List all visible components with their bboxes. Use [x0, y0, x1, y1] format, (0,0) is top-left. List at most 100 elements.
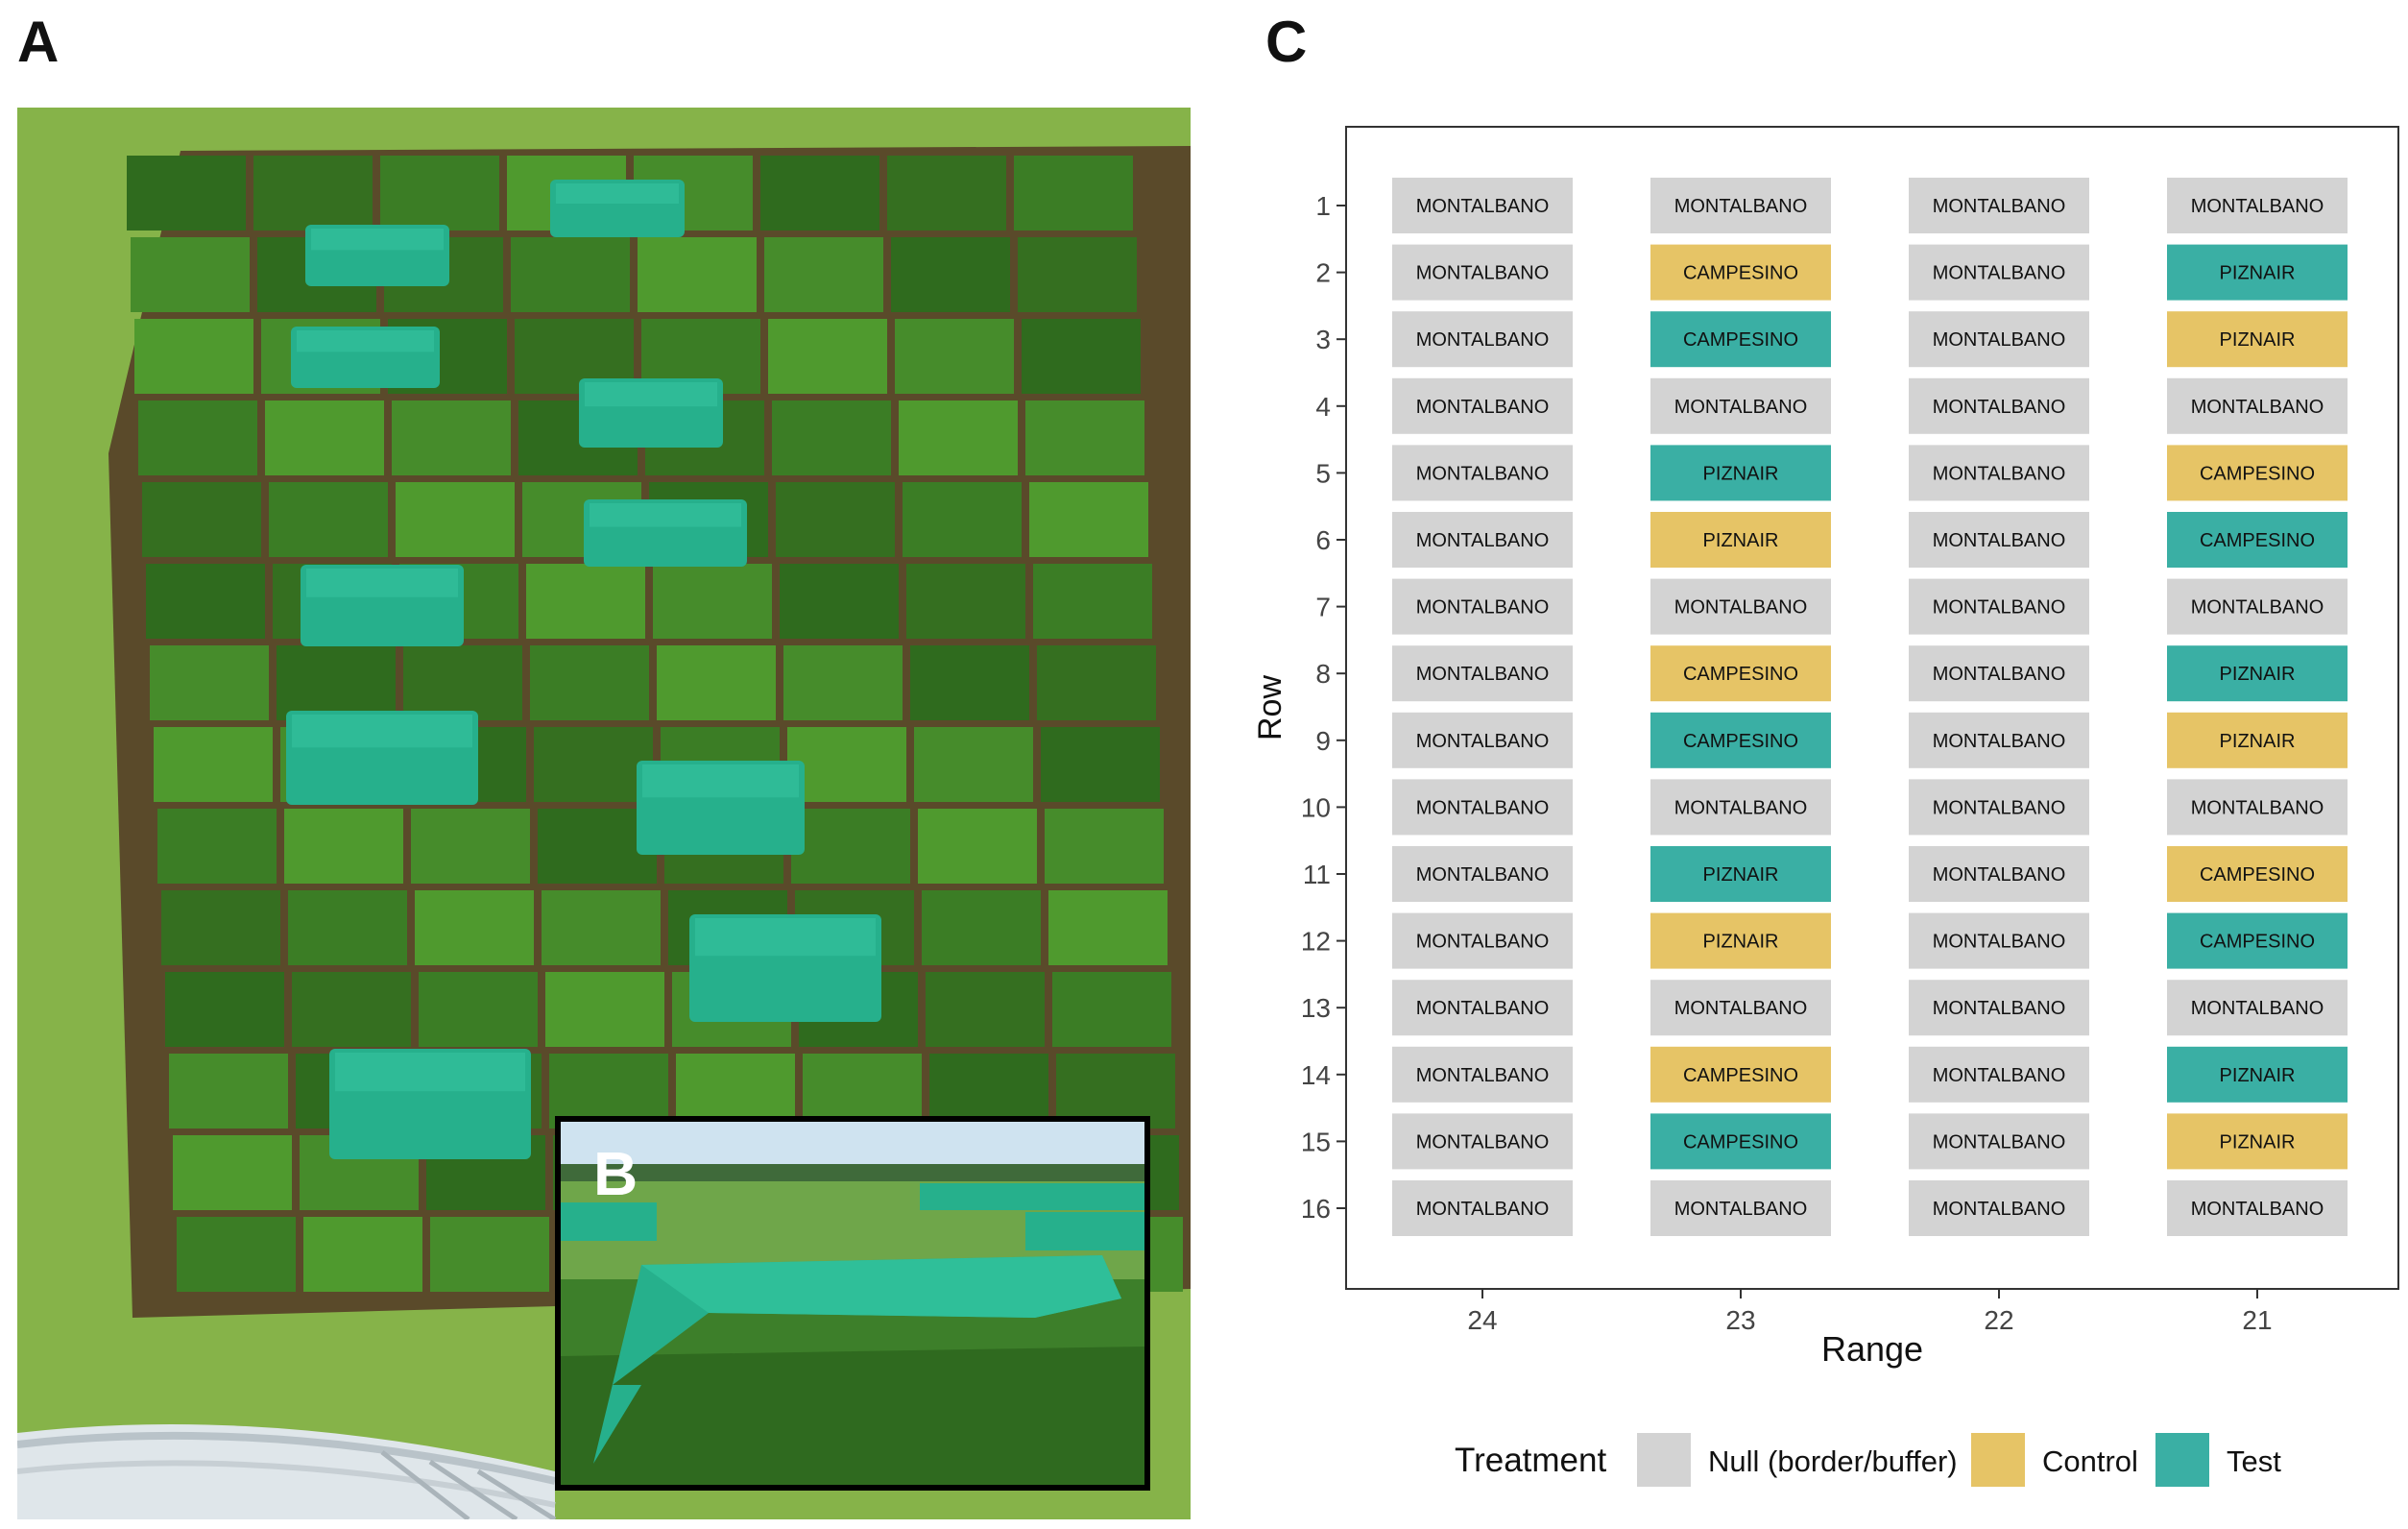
- layout-cell-r10-range24: [1392, 779, 1573, 836]
- wheat-plot: [150, 645, 269, 720]
- wheat-plot: [657, 645, 776, 720]
- wheat-plot: [1022, 319, 1141, 394]
- layout-cell-r16-range22: [1909, 1180, 2089, 1236]
- panel-c-label: C: [1265, 10, 1308, 74]
- wheat-plot: [303, 1217, 422, 1292]
- layout-cell-r3-range22: [1909, 311, 2089, 368]
- wheat-plot: [1037, 645, 1156, 720]
- layout-cell-r13-range21: [2167, 980, 2348, 1036]
- wheat-plot: [772, 400, 891, 475]
- x-tick-label-21: 21: [2242, 1305, 2272, 1335]
- cell-label-r8-range24: MONTALBANO: [1416, 664, 1550, 685]
- wheat-plot: [1041, 727, 1160, 802]
- wheat-plot: [653, 564, 772, 639]
- wheat-plot: [1014, 156, 1133, 231]
- wheat-plot: [764, 237, 883, 312]
- wheat-plot: [134, 319, 253, 394]
- y-tick-label-15: 15: [1301, 1127, 1331, 1156]
- cell-label-r3-range23: CAMPESINO: [1683, 329, 1798, 351]
- wheat-plot: [1048, 890, 1168, 965]
- layout-cell-r2-range22: [1909, 244, 2089, 301]
- wheat-plot: [169, 1054, 288, 1129]
- layout-cell-r7-range23: [1650, 578, 1831, 635]
- wheat-plot: [903, 482, 1022, 557]
- layout-cell-r15-range23: [1650, 1113, 1831, 1170]
- x-axis-title: Range: [1821, 1329, 1923, 1369]
- cell-label-r3-range24: MONTALBANO: [1416, 329, 1550, 351]
- wheat-plot: [173, 1135, 292, 1210]
- y-tick-label-7: 7: [1315, 593, 1331, 622]
- wheat-plot: [269, 482, 388, 557]
- trial-layout-chart: MONTALBANO MONTALBANO MONTALBANO MONTALBANO…: [1252, 126, 2399, 1487]
- layout-cell-r1-range21: [2167, 178, 2348, 233]
- layout-cell-r12-range23: [1650, 912, 1831, 969]
- cell-label-r6-range24: MONTALBANO: [1416, 530, 1550, 551]
- layout-cell-r2-range24: [1392, 244, 1573, 301]
- wheat-plot: [277, 645, 396, 720]
- wheat-plot: [906, 564, 1025, 639]
- layout-cell-r5-range21: [2167, 445, 2348, 501]
- layout-cell-r11-range21: [2167, 846, 2348, 902]
- wheat-plot: [1052, 972, 1171, 1047]
- legend-label-control: Control: [2042, 1444, 2138, 1478]
- x-axis: 24 23 22 21: [1467, 1289, 2273, 1335]
- layout-cell-r16-range23: [1650, 1180, 1831, 1236]
- layout-cell-r8-range23: [1650, 645, 1831, 702]
- cell-label-r9-range24: MONTALBANO: [1416, 731, 1550, 752]
- wheat-plot: [138, 400, 257, 475]
- cell-label-r2-range22: MONTALBANO: [1933, 263, 2066, 284]
- wheat-plot: [511, 237, 630, 312]
- cell-label-r5-range24: MONTALBANO: [1416, 463, 1550, 484]
- cell-label-r15-range21: PIZNAIR: [2220, 1131, 2296, 1153]
- layout-cell-r11-range23: [1650, 846, 1831, 902]
- cell-label-r15-range23: CAMPESINO: [1683, 1131, 1798, 1153]
- chart-cells: MONTALBANO MONTALBANO MONTALBANO MONTALBANO…: [1392, 178, 2348, 1236]
- layout-cell-r9-range23: [1650, 712, 1831, 768]
- cell-label-r7-range22: MONTALBANO: [1933, 597, 2066, 619]
- layout-cell-r7-range22: [1909, 578, 2089, 635]
- cell-label-r13-range22: MONTALBANO: [1933, 998, 2066, 1019]
- y-tick-label-14: 14: [1301, 1060, 1331, 1090]
- cell-label-r5-range21: CAMPESINO: [2200, 463, 2315, 484]
- cell-label-r16-range23: MONTALBANO: [1674, 1199, 1808, 1220]
- cell-label-r6-range22: MONTALBANO: [1933, 530, 2066, 551]
- shade-cover-highlight: [306, 569, 458, 597]
- shade-cover-highlight: [585, 382, 717, 407]
- wheat-plot: [530, 645, 649, 720]
- layout-cell-r4-range23: [1650, 377, 1831, 434]
- layout-cell-r10-range23: [1650, 779, 1831, 836]
- layout-cell-r16-range24: [1392, 1180, 1573, 1236]
- wheat-plot: [419, 972, 538, 1047]
- inset-photo-b: B: [555, 1116, 1150, 1491]
- cell-label-r8-range23: CAMPESINO: [1683, 664, 1798, 685]
- cell-label-r12-range24: MONTALBANO: [1416, 932, 1550, 953]
- layout-cell-r4-range22: [1909, 377, 2089, 434]
- panel-b-label: B: [593, 1139, 638, 1208]
- cell-label-r9-range21: PIZNAIR: [2220, 731, 2296, 752]
- cell-label-r1-range24: MONTALBANO: [1416, 196, 1550, 217]
- layout-cell-r15-range21: [2167, 1113, 2348, 1170]
- shade-cover-highlight: [292, 715, 472, 748]
- shade-cover-highlight: [590, 503, 741, 527]
- layout-cell-r14-range23: [1650, 1046, 1831, 1103]
- layout-cell-r8-range22: [1909, 645, 2089, 702]
- cell-label-r9-range22: MONTALBANO: [1933, 731, 2066, 752]
- cell-label-r2-range24: MONTALBANO: [1416, 263, 1550, 284]
- x-tick-label-23: 23: [1725, 1305, 1755, 1335]
- layout-cell-r12-range22: [1909, 912, 2089, 969]
- wheat-plot: [177, 1217, 296, 1292]
- y-axis-title: Row: [1252, 675, 1288, 740]
- y-tick-label-11: 11: [1303, 860, 1331, 889]
- wheat-plot: [891, 237, 1010, 312]
- legend-key-null: [1637, 1433, 1691, 1487]
- cell-label-r2-range23: CAMPESINO: [1683, 263, 1798, 284]
- cell-label-r6-range23: PIZNAIR: [1703, 530, 1779, 551]
- cell-label-r14-range22: MONTALBANO: [1933, 1065, 2066, 1086]
- layout-cell-r4-range21: [2167, 377, 2348, 434]
- wheat-plot: [783, 645, 903, 720]
- cell-label-r5-range22: MONTALBANO: [1933, 463, 2066, 484]
- wheat-plot: [142, 482, 261, 557]
- layout-cell-r12-range24: [1392, 912, 1573, 969]
- y-tick-label-2: 2: [1315, 258, 1331, 288]
- wheat-plot: [926, 972, 1045, 1047]
